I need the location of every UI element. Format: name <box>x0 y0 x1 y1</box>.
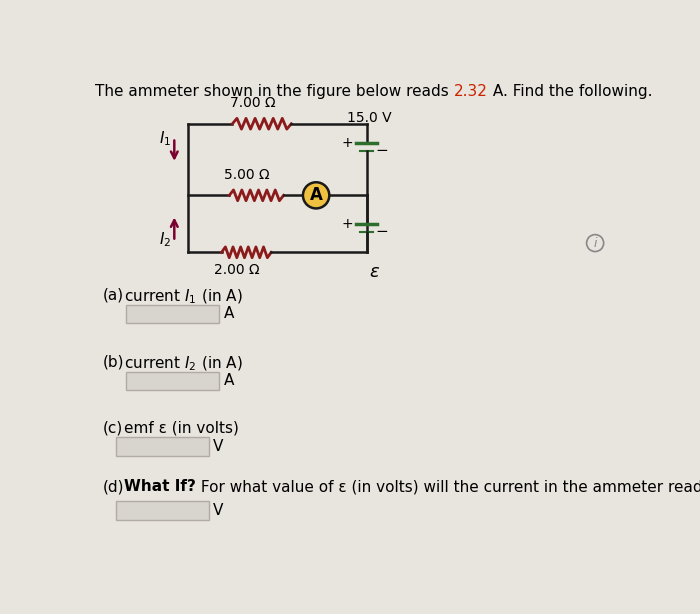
Text: 2.00 Ω: 2.00 Ω <box>214 263 260 277</box>
FancyBboxPatch shape <box>116 437 209 456</box>
Text: i: i <box>594 236 597 249</box>
Text: A: A <box>224 373 234 389</box>
Text: 7.00 Ω: 7.00 Ω <box>230 96 275 110</box>
Circle shape <box>303 182 329 208</box>
Text: (a): (a) <box>103 288 124 303</box>
Text: −: − <box>376 143 389 158</box>
Text: $I_1$: $I_1$ <box>159 130 171 149</box>
Text: ε: ε <box>370 263 379 281</box>
Text: What If?: What If? <box>124 480 196 494</box>
Text: −: − <box>376 224 389 239</box>
Text: current $I_1$ (in A): current $I_1$ (in A) <box>124 288 243 306</box>
Text: For what value of ε (in volts) will the current in the ammeter read: For what value of ε (in volts) will the … <box>196 480 700 494</box>
Text: A. Find the following.: A. Find the following. <box>488 85 652 99</box>
FancyBboxPatch shape <box>116 501 209 519</box>
FancyBboxPatch shape <box>126 305 219 323</box>
Text: emf ε (in volts): emf ε (in volts) <box>124 420 239 435</box>
Text: V: V <box>213 503 223 518</box>
Text: +: + <box>342 136 354 150</box>
Text: current $I_2$ (in A): current $I_2$ (in A) <box>124 355 243 373</box>
Text: 15.0 V: 15.0 V <box>347 111 392 125</box>
Text: A: A <box>224 306 234 321</box>
Text: V: V <box>213 439 223 454</box>
Text: (d): (d) <box>103 480 125 494</box>
FancyBboxPatch shape <box>126 371 219 390</box>
Text: 2.32: 2.32 <box>454 85 488 99</box>
Text: +: + <box>342 217 354 231</box>
Text: A: A <box>309 186 323 204</box>
Text: 5.00 Ω: 5.00 Ω <box>224 168 270 182</box>
Text: The ammeter shown in the figure below reads: The ammeter shown in the figure below re… <box>95 85 454 99</box>
Text: (b): (b) <box>103 355 125 370</box>
Text: $I_2$: $I_2$ <box>159 230 171 249</box>
Text: (c): (c) <box>103 420 123 435</box>
